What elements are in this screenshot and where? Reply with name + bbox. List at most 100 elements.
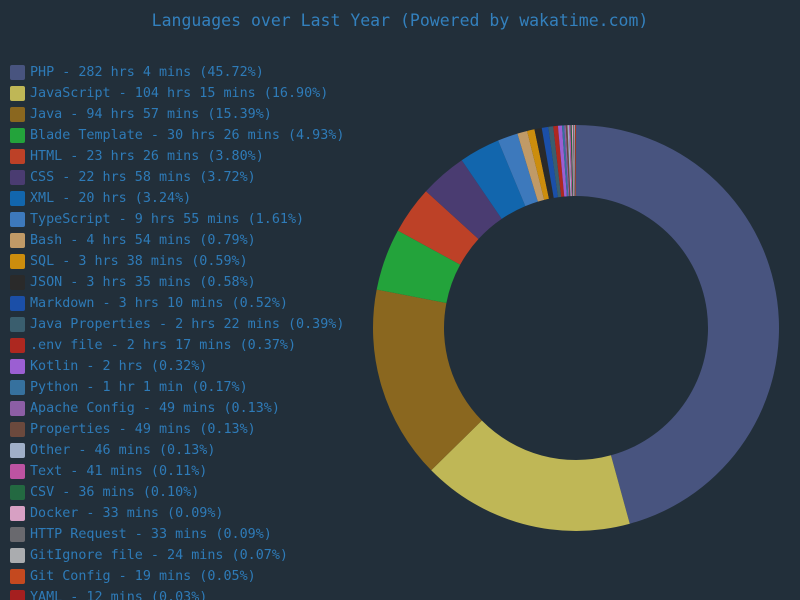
- legend-label-xml: XML - 20 hrs (3.24%): [30, 191, 192, 206]
- donut-slice-env-file[interactable]: [553, 125, 565, 197]
- legend-label-html: HTML - 23 hrs 26 mins (3.80%): [30, 149, 264, 164]
- legend-label-text: Text - 41 mins (0.11%): [30, 464, 208, 479]
- legend-item-python[interactable]: Python - 1 hr 1 min (0.17%): [10, 377, 344, 398]
- legend-item-java-properties[interactable]: Java Properties - 2 hrs 22 mins (0.39%): [10, 314, 344, 335]
- legend-label-markdown: Markdown - 3 hrs 10 mins (0.52%): [30, 296, 288, 311]
- donut-slice-xml[interactable]: [461, 140, 526, 219]
- donut-slice-git-config[interactable]: [574, 124, 576, 196]
- legend-swatch-csv: [10, 485, 25, 500]
- legend-label-sql: SQL - 3 hrs 38 mins (0.59%): [30, 254, 248, 269]
- legend-item-properties[interactable]: Properties - 49 mins (0.13%): [10, 419, 344, 440]
- legend-swatch-http-request: [10, 527, 25, 542]
- legend-label-apache-config: Apache Config - 49 mins (0.13%): [30, 401, 280, 416]
- legend-label-properties: Properties - 49 mins (0.13%): [30, 422, 256, 437]
- legend-item-bash[interactable]: Bash - 4 hrs 54 mins (0.79%): [10, 230, 344, 251]
- legend-swatch-apache-config: [10, 401, 25, 416]
- legend-item-csv[interactable]: CSV - 36 mins (0.10%): [10, 482, 344, 503]
- donut-slice-css[interactable]: [425, 160, 502, 240]
- legend-item-json[interactable]: JSON - 3 hrs 35 mins (0.58%): [10, 272, 344, 293]
- legend-swatch-git-config: [10, 569, 25, 584]
- legend-swatch-css: [10, 170, 25, 185]
- legend-item-typescript[interactable]: TypeScript - 9 hrs 55 mins (1.61%): [10, 209, 344, 230]
- legend-label-java-properties: Java Properties - 2 hrs 22 mins (0.39%): [30, 317, 345, 332]
- donut-slice-apache-config[interactable]: [564, 125, 570, 197]
- donut-slice-javascript[interactable]: [431, 420, 630, 532]
- legend-label-yaml: YAML - 12 mins (0.03%): [30, 590, 208, 600]
- donut-slice-java[interactable]: [373, 289, 482, 471]
- legend-swatch-kotlin: [10, 359, 25, 374]
- legend-item-xml[interactable]: XML - 20 hrs (3.24%): [10, 188, 344, 209]
- legend-label-kotlin: Kotlin - 2 hrs (0.32%): [30, 359, 208, 374]
- legend-swatch-html: [10, 149, 25, 164]
- legend-label-javascript: JavaScript - 104 hrs 15 mins (16.90%): [30, 86, 329, 101]
- legend-label-other: Other - 46 mins (0.13%): [30, 443, 216, 458]
- legend-swatch-json: [10, 275, 25, 290]
- donut-slice-sql[interactable]: [527, 129, 549, 200]
- legend-swatch-javascript: [10, 86, 25, 101]
- legend-swatch-blade-template: [10, 128, 25, 143]
- legend-item-sql[interactable]: SQL - 3 hrs 38 mins (0.59%): [10, 251, 344, 272]
- legend-swatch-bash: [10, 233, 25, 248]
- legend-swatch-java-properties: [10, 317, 25, 332]
- donut-slice-bash[interactable]: [517, 130, 545, 202]
- legend-item-java[interactable]: Java - 94 hrs 57 mins (15.39%): [10, 104, 344, 125]
- legend-swatch-yaml: [10, 590, 25, 600]
- legend: PHP - 282 hrs 4 mins (45.72%) JavaScript …: [10, 62, 344, 600]
- donut-slice-json[interactable]: [534, 127, 554, 199]
- legend-label-php: PHP - 282 hrs 4 mins (45.72%): [30, 65, 264, 80]
- donut-slice-blade-template[interactable]: [376, 230, 461, 303]
- legend-item-css[interactable]: CSS - 22 hrs 58 mins (3.72%): [10, 167, 344, 188]
- legend-item-javascript[interactable]: JavaScript - 104 hrs 15 mins (16.90%): [10, 83, 344, 104]
- legend-label-env-file: .env file - 2 hrs 17 mins (0.37%): [30, 338, 297, 353]
- legend-item-kotlin[interactable]: Kotlin - 2 hrs (0.32%): [10, 356, 344, 377]
- donut-slice-csv[interactable]: [570, 125, 574, 197]
- legend-item-php[interactable]: PHP - 282 hrs 4 mins (45.72%): [10, 62, 344, 83]
- legend-item-env-file[interactable]: .env file - 2 hrs 17 mins (0.37%): [10, 335, 344, 356]
- donut-slice-other[interactable]: [567, 125, 572, 197]
- legend-swatch-text: [10, 464, 25, 479]
- donut-slice-java-properties[interactable]: [548, 126, 562, 198]
- legend-label-java: Java - 94 hrs 57 mins (15.39%): [30, 107, 272, 122]
- legend-item-yaml[interactable]: YAML - 12 mins (0.03%): [10, 587, 344, 600]
- legend-swatch-docker: [10, 506, 25, 521]
- legend-item-docker[interactable]: Docker - 33 mins (0.09%): [10, 503, 344, 524]
- legend-swatch-env-file: [10, 338, 25, 353]
- legend-swatch-php: [10, 65, 25, 80]
- legend-item-apache-config[interactable]: Apache Config - 49 mins (0.13%): [10, 398, 344, 419]
- legend-item-html[interactable]: HTML - 23 hrs 26 mins (3.80%): [10, 146, 344, 167]
- legend-item-blade-template[interactable]: Blade Template - 30 hrs 26 mins (4.93%): [10, 125, 344, 146]
- legend-item-gitignore-file[interactable]: GitIgnore file - 24 mins (0.07%): [10, 545, 344, 566]
- donut-slice-text[interactable]: [569, 125, 573, 197]
- legend-item-http-request[interactable]: HTTP Request - 33 mins (0.09%): [10, 524, 344, 545]
- legend-swatch-sql: [10, 254, 25, 269]
- legend-swatch-properties: [10, 422, 25, 437]
- legend-label-json: JSON - 3 hrs 35 mins (0.58%): [30, 275, 256, 290]
- donut-slice-http-request[interactable]: [572, 125, 575, 197]
- donut-slice-gitignore-file[interactable]: [574, 125, 576, 197]
- legend-item-text[interactable]: Text - 41 mins (0.11%): [10, 461, 344, 482]
- legend-label-docker: Docker - 33 mins (0.09%): [30, 506, 224, 521]
- donut-slice-markdown[interactable]: [541, 126, 558, 198]
- donut-slice-html[interactable]: [397, 191, 479, 265]
- donut-slice-properties[interactable]: [565, 125, 571, 197]
- legend-item-markdown[interactable]: Markdown - 3 hrs 10 mins (0.52%): [10, 293, 344, 314]
- donut-slice-python[interactable]: [561, 125, 569, 197]
- legend-swatch-other: [10, 443, 25, 458]
- legend-label-blade-template: Blade Template - 30 hrs 26 mins (4.93%): [30, 128, 345, 143]
- donut-slice-typescript[interactable]: [498, 133, 538, 207]
- legend-label-gitignore-file: GitIgnore file - 24 mins (0.07%): [30, 548, 288, 563]
- donut-slice-kotlin[interactable]: [557, 125, 567, 197]
- legend-label-http-request: HTTP Request - 33 mins (0.09%): [30, 527, 272, 542]
- legend-swatch-markdown: [10, 296, 25, 311]
- donut-slice-docker[interactable]: [571, 125, 575, 197]
- donut-slice-php[interactable]: [576, 125, 780, 524]
- legend-item-git-config[interactable]: Git Config - 19 mins (0.05%): [10, 566, 344, 587]
- legend-label-csv: CSV - 36 mins (0.10%): [30, 485, 200, 500]
- legend-label-bash: Bash - 4 hrs 54 mins (0.79%): [30, 233, 256, 248]
- legend-swatch-python: [10, 380, 25, 395]
- legend-item-other[interactable]: Other - 46 mins (0.13%): [10, 440, 344, 461]
- legend-swatch-java: [10, 107, 25, 122]
- legend-label-typescript: TypeScript - 9 hrs 55 mins (1.61%): [30, 212, 305, 227]
